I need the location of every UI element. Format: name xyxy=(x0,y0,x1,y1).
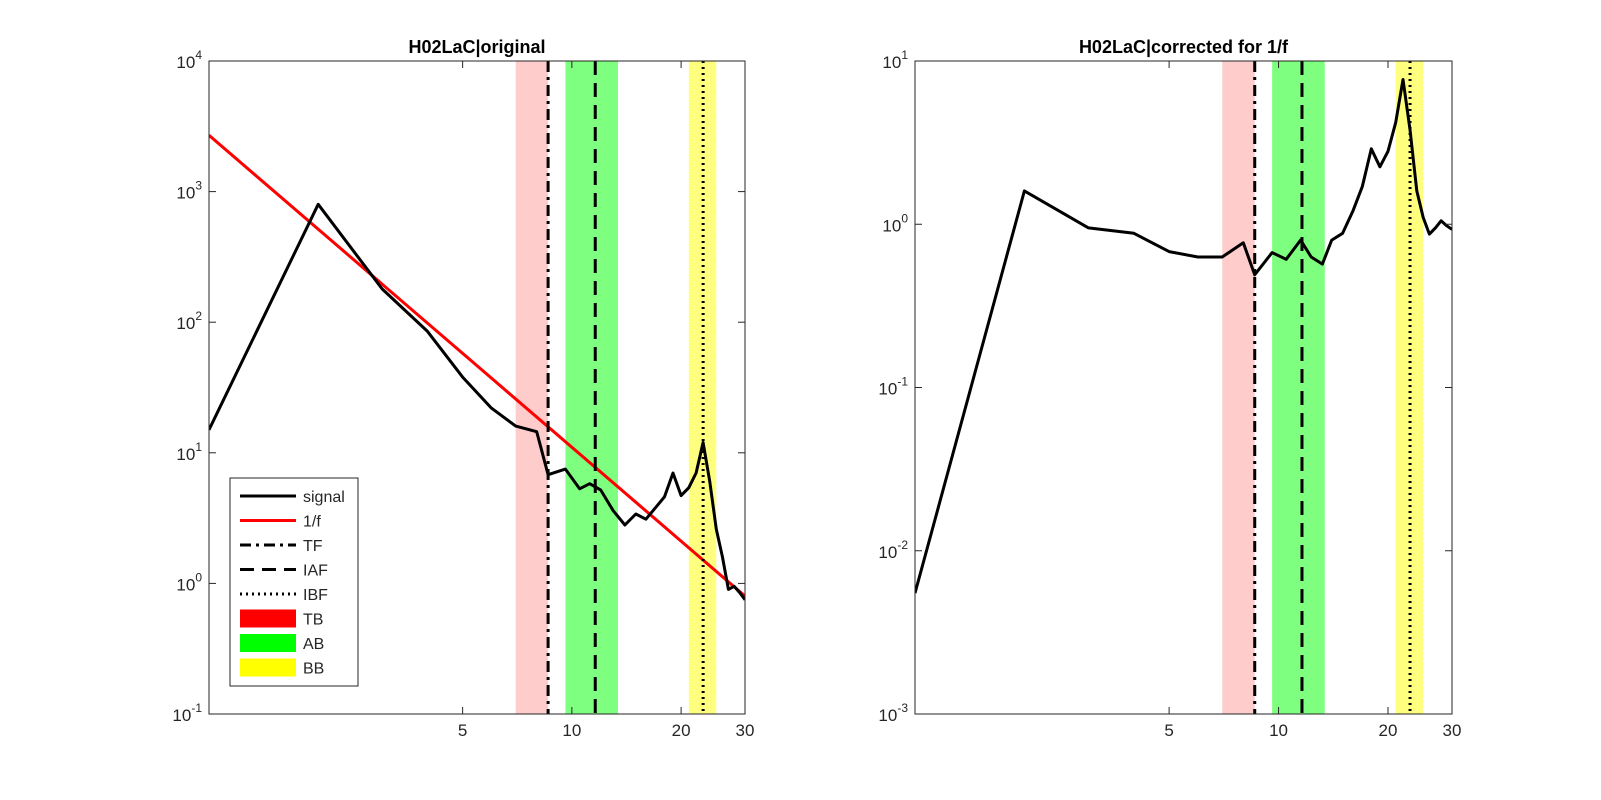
x-tick-label: 10 xyxy=(1269,721,1288,740)
series-signal xyxy=(915,78,1452,594)
y-tick-base: 10 xyxy=(176,314,195,333)
y-tick-label: 100 xyxy=(176,570,202,594)
legend-label: 1/f xyxy=(303,514,321,531)
y-tick-exponent: 4 xyxy=(195,48,202,62)
y-tick-base: 10 xyxy=(882,53,901,72)
legend-label: IAF xyxy=(303,563,328,580)
series-one-over-f xyxy=(209,134,745,598)
y-tick-label: 104 xyxy=(176,48,202,72)
y-tick-exponent: -3 xyxy=(897,701,908,715)
legend-label: BB xyxy=(303,661,324,678)
y-tick-exponent: 1 xyxy=(901,48,908,62)
band-tb xyxy=(515,61,549,714)
legend-label: signal xyxy=(303,489,345,506)
legend: signal 1/f TF IAF IBF TB AB BB xyxy=(229,477,359,687)
axes-frame xyxy=(208,60,746,715)
y-tick-exponent: 1 xyxy=(195,440,202,454)
legend-label: TF xyxy=(303,538,323,555)
legend-swatch-bb xyxy=(240,658,296,677)
y-tick-exponent: 0 xyxy=(195,570,202,584)
x-tick-label: 10 xyxy=(562,721,581,740)
legend-label: TB xyxy=(303,612,323,629)
y-tick-base: 10 xyxy=(882,216,901,235)
x-tick-label: 5 xyxy=(458,721,467,740)
y-tick-base: 10 xyxy=(172,706,191,725)
plot-content xyxy=(209,61,745,714)
legend-box xyxy=(229,477,359,687)
chart-title: H02LaC|original xyxy=(408,37,545,57)
y-tick-label: 10-1 xyxy=(878,375,908,399)
plot-content xyxy=(915,61,1452,714)
y-tick-label: 102 xyxy=(176,309,202,333)
x-tick-label: 30 xyxy=(1443,721,1462,740)
y-tick-exponent: 3 xyxy=(195,179,202,193)
band-ab xyxy=(565,61,618,714)
x-tick-label: 5 xyxy=(1164,721,1173,740)
y-tick-exponent: 2 xyxy=(195,309,202,323)
y-tick-base: 10 xyxy=(878,706,897,725)
y-tick-label: 10-3 xyxy=(878,701,908,725)
y-tick-base: 10 xyxy=(176,575,195,594)
x-tick-label: 20 xyxy=(1379,721,1398,740)
y-tick-exponent: -2 xyxy=(897,538,908,552)
y-tick-label: 100 xyxy=(882,211,908,235)
x-tick-label: 20 xyxy=(672,721,691,740)
y-tick-label: 10-1 xyxy=(172,701,202,725)
legend-label: IBF xyxy=(303,587,328,604)
legend-swatch-ab xyxy=(240,634,296,652)
legend-swatch-tb xyxy=(240,609,296,628)
series-signal xyxy=(209,202,745,601)
panel-corrected: H02LaC|corrected for 1/f5 10 20 3010-310-21… xyxy=(878,37,1461,740)
y-tick-label: 10-2 xyxy=(878,538,908,562)
y-tick-base: 10 xyxy=(176,445,195,464)
legend-label: AB xyxy=(303,636,324,653)
y-tick-exponent: -1 xyxy=(897,375,908,389)
y-tick-base: 10 xyxy=(878,543,897,562)
plot-area xyxy=(915,61,1452,714)
y-tick-label: 101 xyxy=(882,48,908,72)
y-tick-base: 10 xyxy=(176,184,195,203)
y-tick-base: 10 xyxy=(878,380,897,399)
y-tick-base: 10 xyxy=(176,53,195,72)
band-ab xyxy=(1272,61,1325,714)
band-tb xyxy=(1222,61,1255,714)
y-tick-label: 103 xyxy=(176,179,202,203)
y-tick-exponent: -1 xyxy=(191,701,202,715)
x-tick-label: 30 xyxy=(736,721,755,740)
y-tick-label: 101 xyxy=(176,440,202,464)
chart-title: H02LaC|corrected for 1/f xyxy=(1079,37,1289,57)
y-tick-exponent: 0 xyxy=(901,211,908,225)
